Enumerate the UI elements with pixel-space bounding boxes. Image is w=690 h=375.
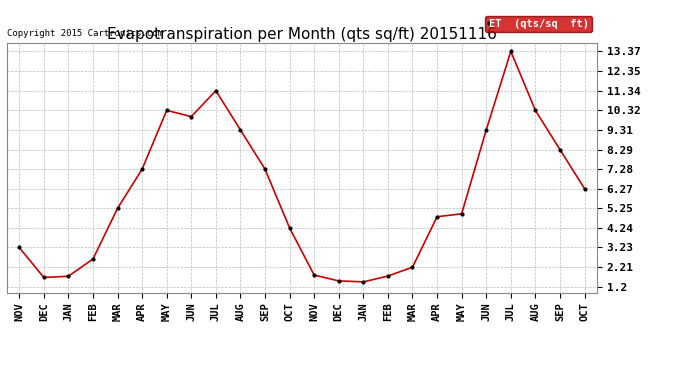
ET  (qts/sq  ft) [580,186,589,191]
Text: Copyright 2015 Cartronics.com: Copyright 2015 Cartronics.com [7,29,163,38]
ET  (qts/sq  ft) [408,265,417,269]
ET  (qts/sq  ft) [187,114,195,119]
ET  (qts/sq  ft) [138,167,146,171]
ET  (qts/sq  ft) [359,280,368,284]
ET  (qts/sq  ft) [286,226,294,230]
Title: Evapotranspiration per Month (qts sq/ft) 20151116: Evapotranspiration per Month (qts sq/ft)… [107,27,497,42]
ET  (qts/sq  ft) [384,274,392,278]
Line: ET  (qts/sq  ft): ET (qts/sq ft) [17,49,587,285]
ET  (qts/sq  ft) [212,88,220,93]
ET  (qts/sq  ft) [556,147,564,152]
ET  (qts/sq  ft) [482,128,491,132]
ET  (qts/sq  ft) [506,49,515,54]
Legend: ET  (qts/sq  ft): ET (qts/sq ft) [485,16,591,32]
ET  (qts/sq  ft) [457,211,466,216]
ET  (qts/sq  ft) [113,206,121,211]
ET  (qts/sq  ft) [15,245,23,250]
ET  (qts/sq  ft) [310,273,318,278]
ET  (qts/sq  ft) [261,167,269,171]
ET  (qts/sq  ft) [335,279,343,283]
ET  (qts/sq  ft) [39,275,48,280]
ET  (qts/sq  ft) [433,214,441,219]
ET  (qts/sq  ft) [531,108,540,112]
ET  (qts/sq  ft) [89,257,97,261]
ET  (qts/sq  ft) [163,108,171,112]
ET  (qts/sq  ft) [64,274,72,279]
ET  (qts/sq  ft) [236,128,244,132]
